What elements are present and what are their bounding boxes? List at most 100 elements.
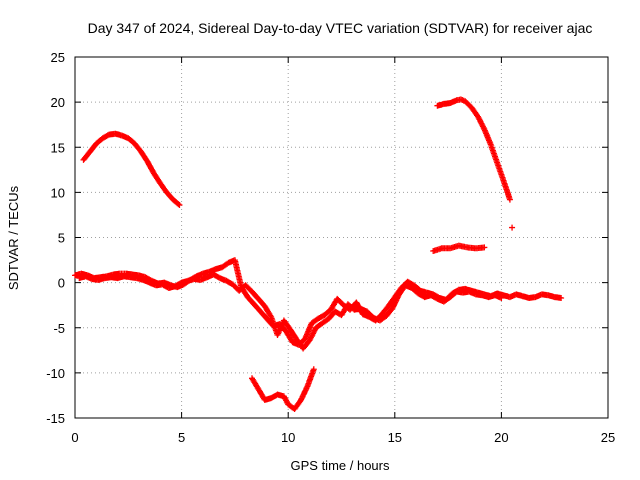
data-point [310,366,317,373]
y-tick-label: -15 [46,411,65,426]
x-axis-label: GPS time / hours [291,458,390,473]
x-tick-label: 0 [71,430,78,445]
data-point-run [481,126,494,147]
data-point-run [440,295,452,305]
data-point-run [249,288,261,301]
data-point-run [138,148,150,164]
data-point-run [255,386,267,402]
data-point-run [157,180,169,195]
data-point-run [319,316,331,327]
data-point-run [312,321,324,331]
data-point-run [287,326,299,342]
data-point-run [408,285,421,296]
y-tick-label: 0 [58,276,65,291]
x-tick-label: 25 [601,430,615,445]
data-point-run [80,152,90,163]
y-axis-label: SDTVAR / TECUs [6,185,21,290]
data-point-run [474,113,487,131]
y-tick-label: 20 [51,95,65,110]
data-point-run [231,257,244,289]
data-point [506,196,513,203]
x-tick-label: 10 [281,430,295,445]
data-point-run [261,303,274,319]
data-point-run [385,295,397,310]
series-isolated-point [509,224,516,231]
data-point-run [125,135,137,146]
y-tick-label: 10 [51,185,65,200]
data-point-run [383,306,395,319]
data-point-run [396,283,408,298]
y-tick-label: 25 [51,50,65,65]
data-point-run [428,292,440,302]
data-point-run [89,141,99,153]
data-point-run [494,159,506,183]
data-point-run [210,271,222,281]
data-point [558,294,565,301]
data-point-run [364,308,376,320]
data-point-run [306,326,319,344]
data-point-run [500,177,513,202]
data-point-run [389,292,402,311]
axis-ticks: 0 5 10 15 20 25 -15 -10 -5 0 5 10 15 20 25 [46,50,615,445]
data-point [498,294,505,301]
data-point-run [283,328,295,344]
data-point-run [302,321,315,342]
data-point-run [223,277,235,287]
data-point-run [376,313,388,324]
data-point [176,202,183,209]
y-tick-label: -10 [46,366,65,381]
data-point-run [321,307,333,319]
data-point-run [447,289,459,301]
data-point-run [280,317,293,332]
y-tick-label: -5 [53,321,65,336]
data-point-run [411,282,423,293]
data-point-run [334,295,346,308]
data-point-run [242,282,254,294]
data-point-run [304,367,317,390]
data-point-run [344,301,357,312]
data-point-run [99,132,111,142]
data-point-run [93,136,105,147]
x-tick-label: 15 [388,430,402,445]
series-arc-d-lower [249,366,317,412]
data-point-run [274,319,287,338]
data-point [509,224,516,231]
data-point-run [291,398,304,412]
data-point-run [244,294,257,307]
data-point-run [172,280,184,290]
series-arc-b-upper-right [434,96,513,203]
data-point-run [298,384,310,403]
data-point-run [468,104,480,119]
data-point-run [170,196,182,208]
data-point-run [144,158,157,176]
data-point-run [300,338,312,352]
data-point-run [315,312,327,322]
data-point-run [131,140,144,154]
y-tick-label: 5 [58,231,65,246]
x-tick-label: 5 [178,430,185,445]
data-point-run [404,278,416,288]
data-point-run [280,393,291,407]
series-arc-a-upper-left [80,130,183,209]
data-point-run [308,316,320,327]
data-point-run [142,274,154,284]
data-point-run [487,141,500,165]
y-tick-label: 15 [51,140,65,155]
data-point-run [379,304,391,318]
data-point-run [249,375,261,391]
data-point [481,244,488,251]
data-point-run [84,147,95,158]
data-point-run [257,308,269,321]
data-points [72,96,565,412]
data-point-run [457,96,467,104]
data-point-run [462,98,474,110]
series-arc-c-mid-right [430,242,488,254]
data-point-run [251,301,263,314]
data-point-run [150,170,163,186]
data-point-run [219,260,231,271]
data-point-run [163,189,176,202]
x-tick-label: 20 [494,430,508,445]
chart-title: Day 347 of 2024, Sidereal Day-to-day VTE… [88,20,593,36]
